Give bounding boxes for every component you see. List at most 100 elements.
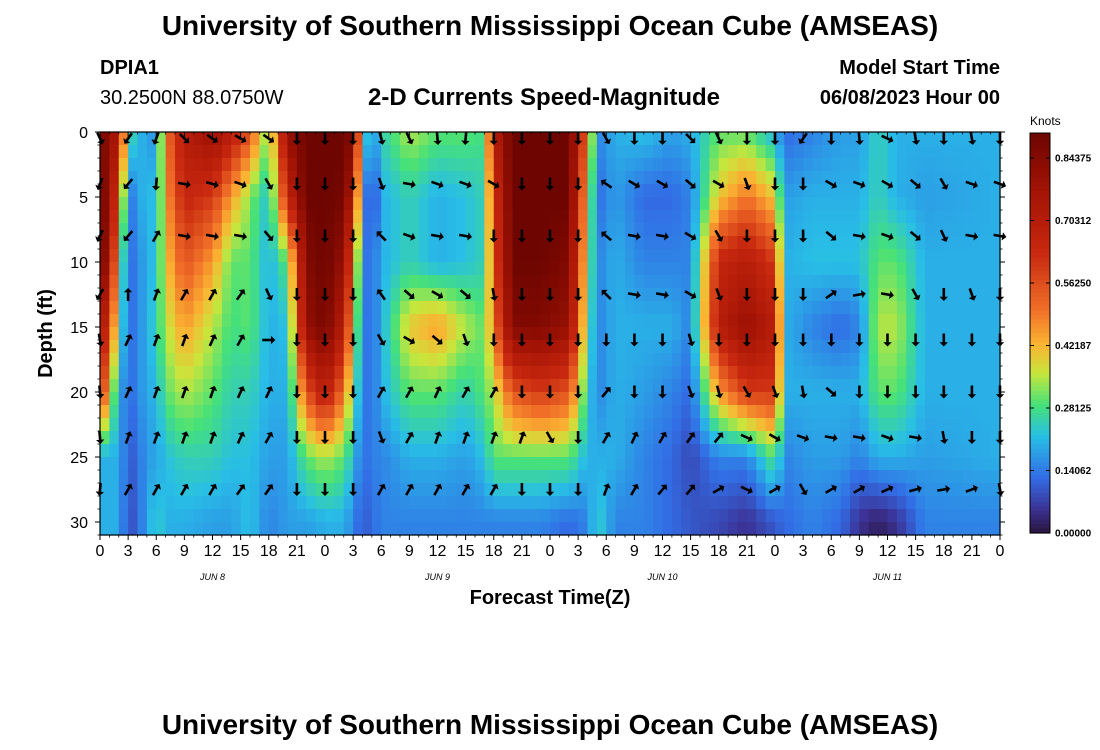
heatmap-cell — [568, 171, 579, 185]
heatmap-cell — [137, 171, 148, 185]
heatmap-cell — [437, 327, 448, 341]
heatmap-cell — [493, 496, 504, 510]
heatmap-cell — [446, 301, 457, 315]
heatmap-cell — [512, 392, 523, 406]
heatmap-cell — [184, 405, 195, 419]
heatmap-cell — [643, 470, 654, 484]
heatmap-cell — [100, 483, 110, 497]
heatmap-cell — [146, 457, 157, 471]
heatmap-cell — [925, 405, 935, 419]
heatmap-cell — [334, 444, 345, 458]
heatmap-cell — [587, 483, 598, 497]
heatmap-cell — [765, 288, 776, 302]
heatmap-cell — [971, 223, 982, 237]
heatmap-cell — [287, 418, 298, 432]
heatmap-cell — [193, 314, 204, 328]
heatmap-cell — [400, 275, 410, 289]
heatmap-cell — [221, 509, 232, 523]
heatmap-cell — [859, 184, 870, 198]
heatmap-cell — [315, 314, 326, 328]
heatmap-cell — [296, 171, 307, 185]
heatmap-cell — [653, 236, 664, 250]
heatmap-cell — [746, 457, 757, 471]
heatmap-cell — [746, 262, 757, 276]
heatmap-cell — [221, 184, 232, 198]
heatmap-cell — [559, 470, 570, 484]
heatmap-cell — [971, 496, 982, 510]
heatmap-cell — [840, 262, 851, 276]
heatmap-cell — [850, 457, 860, 471]
heatmap-cell — [953, 184, 964, 198]
heatmap-cell — [887, 210, 898, 224]
heatmap-cell — [681, 301, 692, 315]
heatmap-cell — [296, 444, 307, 458]
heatmap-cell — [484, 470, 495, 484]
heatmap-cell — [578, 288, 589, 302]
heatmap-cell — [315, 262, 326, 276]
current-vector — [909, 178, 921, 189]
colorbar-segment — [1030, 386, 1050, 392]
heatmap-cell — [146, 314, 157, 328]
heatmap-cell — [915, 223, 926, 237]
heatmap-cell — [371, 405, 382, 419]
heatmap-cell — [606, 431, 617, 445]
heatmap-cell — [615, 288, 626, 302]
heatmap-cell — [878, 145, 889, 159]
heatmap-cell — [850, 444, 860, 458]
heatmap-cell — [709, 197, 720, 211]
heatmap-cell — [587, 223, 598, 237]
heatmap-cell — [756, 197, 767, 211]
heatmap-cell — [259, 353, 270, 367]
heatmap-cell — [953, 496, 964, 510]
heatmap-cell — [821, 314, 832, 328]
heatmap-cell — [475, 392, 485, 406]
heatmap-cell — [540, 457, 551, 471]
heatmap-cell — [700, 444, 710, 458]
product-title: 2-D Currents Speed-Magnitude — [368, 84, 721, 111]
heatmap-cell — [418, 327, 429, 341]
heatmap-cell — [212, 496, 223, 510]
heatmap-cell — [971, 249, 982, 263]
heatmap-cell — [615, 197, 626, 211]
heatmap-cell — [109, 470, 120, 484]
heatmap-cell — [353, 301, 364, 315]
heatmap-cell — [456, 522, 467, 536]
heatmap-cell — [193, 405, 204, 419]
heatmap-cell — [793, 275, 804, 289]
heatmap-cell — [756, 223, 767, 237]
heatmap-cell — [568, 522, 579, 536]
heatmap-cell — [400, 379, 410, 393]
heatmap-cell — [953, 145, 964, 159]
heatmap-cell — [231, 405, 242, 419]
heatmap-cell — [521, 158, 532, 172]
heatmap-cell — [268, 483, 279, 497]
heatmap-cell — [343, 431, 354, 445]
heatmap-cell — [315, 483, 326, 497]
heatmap-cell — [775, 483, 785, 497]
heatmap-cell — [803, 158, 814, 172]
y-tick-label: 15 — [70, 320, 88, 337]
heatmap-cell — [878, 262, 889, 276]
heatmap-cell — [625, 470, 635, 484]
heatmap-cell — [400, 444, 410, 458]
heatmap-cell — [146, 275, 157, 289]
heatmap-cell — [493, 171, 504, 185]
current-vector — [824, 484, 837, 494]
heatmap-cell — [728, 405, 739, 419]
heatmap-cell — [231, 184, 242, 198]
heatmap-cell — [390, 405, 401, 419]
heatmap-cell — [325, 314, 335, 328]
heatmap-cell — [240, 457, 251, 471]
heatmap-cell — [615, 340, 626, 354]
heatmap-cell — [587, 418, 598, 432]
colorbar-segment — [1030, 439, 1050, 445]
heatmap-cell — [784, 353, 795, 367]
heatmap-cell — [343, 132, 354, 146]
heatmap-cell — [278, 249, 289, 263]
heatmap-cell — [568, 301, 579, 315]
heatmap-cell — [306, 366, 317, 380]
heatmap-cell — [296, 405, 307, 419]
heatmap-cell — [306, 327, 317, 341]
heatmap-cell — [409, 418, 420, 432]
heatmap-cell — [409, 262, 420, 276]
